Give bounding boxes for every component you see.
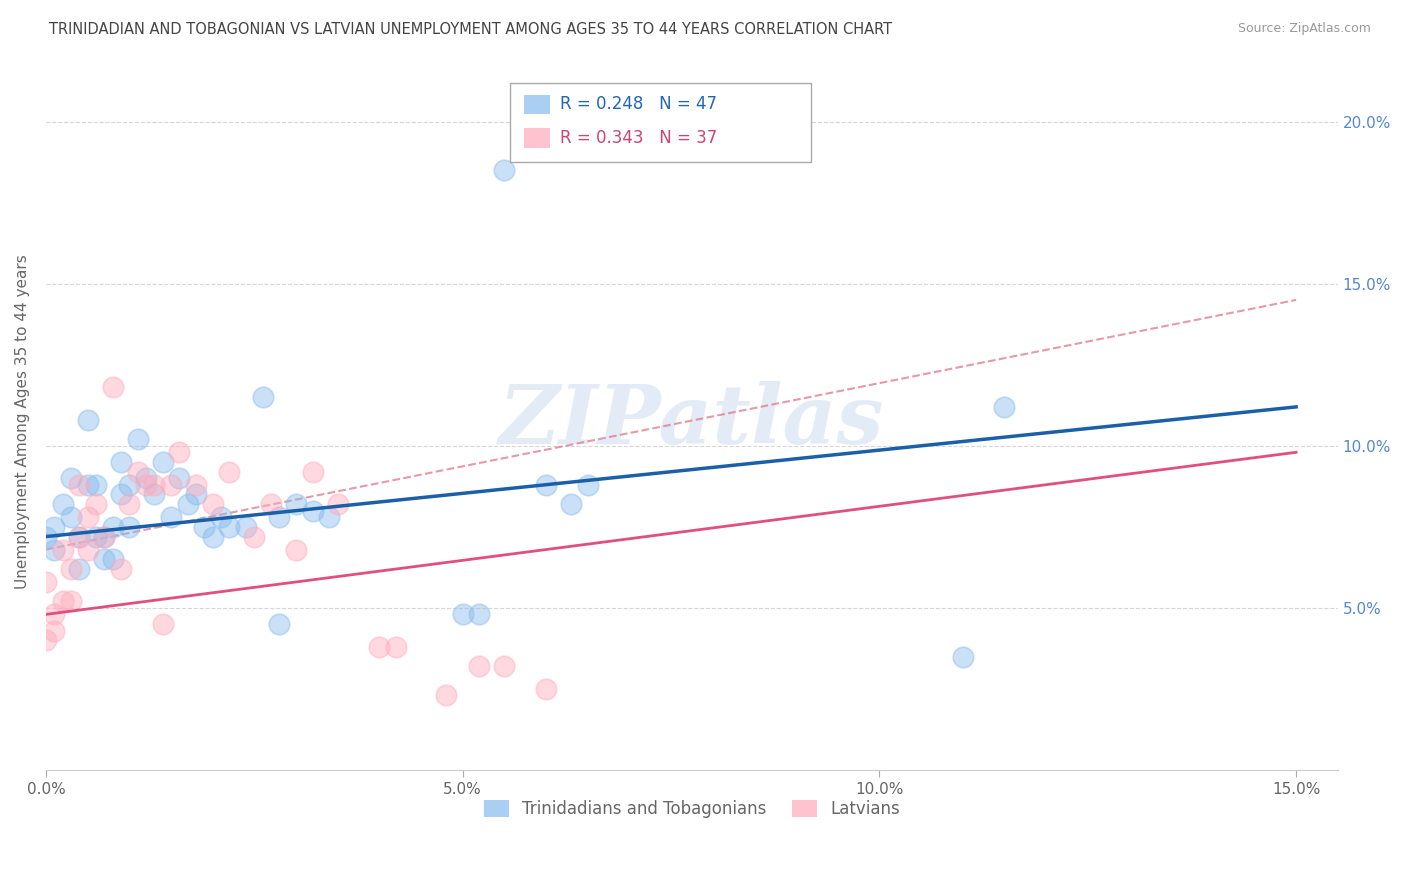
Point [534, 681, 557, 696]
Point [67, 530, 90, 544]
Point [143, 487, 166, 501]
Point [67, 530, 90, 544]
Point [84, 477, 107, 491]
Point [326, 497, 349, 511]
Y-axis label: Unemployment Among Ages 35 to 44 years: Unemployment Among Ages 35 to 44 years [15, 254, 30, 589]
Point [160, 477, 183, 491]
Point [318, 510, 340, 524]
Point [243, 530, 266, 544]
Point [84, 530, 107, 544]
Point [201, 530, 224, 544]
Point [52, 594, 75, 608]
Point [235, 520, 257, 534]
Point [59, 471, 82, 485]
Point [285, 497, 308, 511]
Point [169, 471, 191, 485]
Point [52, 497, 75, 511]
Point [76, 542, 98, 557]
Point [44, 542, 66, 557]
Point [127, 433, 149, 447]
Point [152, 617, 174, 632]
Point [127, 465, 149, 479]
Point [101, 380, 124, 394]
Point [67, 562, 90, 576]
Text: R = 0.248   N = 47: R = 0.248 N = 47 [560, 95, 717, 113]
Point [35, 574, 58, 589]
Point [118, 477, 141, 491]
Point [169, 445, 191, 459]
Point [59, 510, 82, 524]
Point [93, 530, 115, 544]
Point [101, 552, 124, 566]
Point [385, 640, 408, 654]
Point [76, 510, 98, 524]
Point [135, 477, 157, 491]
Text: TRINIDADIAN AND TOBAGONIAN VS LATVIAN UNEMPLOYMENT AMONG AGES 35 TO 44 YEARS COR: TRINIDADIAN AND TOBAGONIAN VS LATVIAN UN… [49, 22, 893, 37]
Point [952, 649, 974, 664]
Point [368, 640, 391, 654]
Point [218, 465, 240, 479]
Legend: Trinidadians and Tobagonians, Latvians: Trinidadians and Tobagonians, Latvians [477, 793, 907, 824]
Point [193, 520, 215, 534]
Point [451, 607, 474, 622]
Point [76, 413, 98, 427]
Point [184, 477, 207, 491]
Point [84, 497, 107, 511]
Text: ZIPatlas: ZIPatlas [499, 382, 884, 461]
Point [160, 510, 183, 524]
Point [560, 497, 582, 511]
Point [110, 562, 132, 576]
Point [260, 497, 283, 511]
Point [209, 510, 232, 524]
Point [59, 562, 82, 576]
Text: Source: ZipAtlas.com: Source: ZipAtlas.com [1237, 22, 1371, 36]
Point [143, 477, 166, 491]
Point [35, 633, 58, 648]
Point [434, 689, 457, 703]
Point [252, 390, 274, 404]
Point [44, 520, 66, 534]
Point [576, 477, 599, 491]
Point [76, 477, 98, 491]
Point [301, 503, 323, 517]
Point [269, 510, 291, 524]
Point [152, 455, 174, 469]
Point [35, 530, 58, 544]
Point [110, 487, 132, 501]
Point [218, 520, 240, 534]
Point [93, 530, 115, 544]
Point [534, 477, 557, 491]
Point [468, 607, 491, 622]
Point [468, 659, 491, 673]
Point [494, 163, 516, 178]
Point [301, 465, 323, 479]
Point [184, 487, 207, 501]
Point [285, 542, 308, 557]
Point [67, 477, 90, 491]
Point [52, 542, 75, 557]
Point [176, 497, 198, 511]
Point [201, 497, 224, 511]
Point [118, 497, 141, 511]
Point [993, 400, 1015, 414]
Point [93, 552, 115, 566]
Point [44, 624, 66, 638]
Point [110, 455, 132, 469]
Point [135, 471, 157, 485]
Point [101, 520, 124, 534]
Point [269, 617, 291, 632]
Text: R = 0.343   N = 37: R = 0.343 N = 37 [560, 129, 717, 147]
Point [44, 607, 66, 622]
Point [494, 659, 516, 673]
Point [118, 520, 141, 534]
Point [59, 594, 82, 608]
